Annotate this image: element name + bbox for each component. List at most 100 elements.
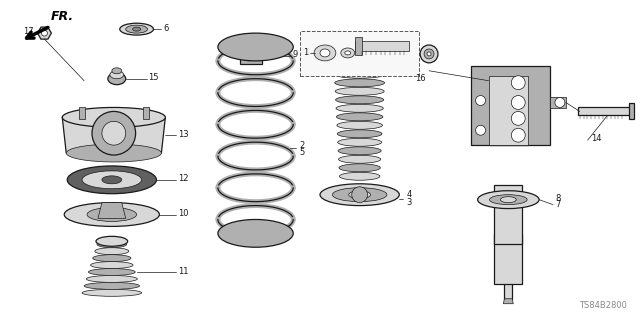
Ellipse shape — [336, 104, 383, 112]
Ellipse shape — [112, 68, 122, 74]
Ellipse shape — [62, 108, 165, 127]
Ellipse shape — [490, 195, 527, 204]
Ellipse shape — [337, 113, 383, 121]
Circle shape — [252, 53, 257, 59]
Text: 6: 6 — [163, 24, 169, 33]
Bar — [355, 41, 409, 51]
Polygon shape — [629, 103, 634, 119]
Ellipse shape — [345, 51, 351, 55]
Text: 3: 3 — [406, 198, 412, 207]
Ellipse shape — [91, 262, 133, 269]
Circle shape — [476, 125, 486, 135]
Polygon shape — [240, 48, 262, 64]
Ellipse shape — [349, 191, 371, 199]
Circle shape — [92, 111, 136, 155]
Ellipse shape — [334, 62, 385, 70]
Ellipse shape — [500, 197, 516, 203]
Ellipse shape — [337, 130, 382, 138]
Text: 1: 1 — [303, 48, 308, 57]
Circle shape — [555, 98, 565, 108]
Bar — [488, 110, 528, 145]
Text: 9: 9 — [292, 50, 298, 59]
Ellipse shape — [337, 121, 383, 129]
Text: 2: 2 — [299, 141, 305, 150]
Circle shape — [42, 30, 47, 36]
Circle shape — [427, 52, 431, 56]
Text: FR.: FR. — [51, 10, 74, 23]
Text: TS84B2800: TS84B2800 — [579, 301, 627, 310]
Text: 13: 13 — [179, 130, 189, 139]
Ellipse shape — [338, 138, 381, 146]
Polygon shape — [355, 37, 362, 55]
Ellipse shape — [95, 248, 129, 255]
Circle shape — [511, 111, 525, 125]
Text: 16: 16 — [415, 74, 426, 83]
Text: 4: 4 — [406, 190, 412, 199]
Ellipse shape — [320, 184, 399, 205]
Bar — [504, 234, 512, 299]
Circle shape — [244, 51, 253, 61]
Bar — [300, 31, 419, 76]
Text: 8: 8 — [555, 194, 560, 203]
Circle shape — [420, 45, 438, 63]
Text: 12: 12 — [179, 174, 189, 183]
Polygon shape — [470, 66, 550, 145]
Ellipse shape — [320, 49, 330, 57]
Ellipse shape — [341, 48, 355, 58]
Circle shape — [511, 96, 525, 109]
Ellipse shape — [334, 70, 385, 78]
Text: 5: 5 — [299, 148, 305, 157]
Ellipse shape — [218, 219, 293, 247]
Polygon shape — [62, 117, 165, 153]
Polygon shape — [488, 76, 528, 145]
Circle shape — [424, 49, 434, 59]
Bar — [495, 185, 522, 244]
Ellipse shape — [108, 73, 125, 85]
Ellipse shape — [339, 155, 381, 163]
Ellipse shape — [332, 188, 387, 202]
Text: 10: 10 — [179, 209, 189, 218]
Circle shape — [511, 76, 525, 90]
Ellipse shape — [477, 191, 539, 209]
Bar — [79, 108, 85, 119]
Ellipse shape — [338, 147, 381, 155]
Bar — [578, 108, 632, 115]
Ellipse shape — [87, 208, 136, 221]
Ellipse shape — [120, 23, 154, 35]
Ellipse shape — [339, 172, 380, 180]
Circle shape — [511, 128, 525, 142]
Ellipse shape — [86, 276, 138, 282]
Ellipse shape — [66, 144, 161, 162]
Ellipse shape — [132, 27, 141, 31]
Ellipse shape — [102, 211, 122, 218]
Text: 17: 17 — [22, 26, 33, 36]
Ellipse shape — [96, 236, 128, 246]
Circle shape — [352, 187, 367, 203]
Ellipse shape — [84, 282, 140, 289]
Ellipse shape — [125, 25, 147, 33]
Ellipse shape — [93, 255, 131, 262]
Text: 14: 14 — [591, 134, 601, 143]
Polygon shape — [550, 97, 566, 108]
Text: 7: 7 — [555, 200, 560, 209]
Polygon shape — [98, 203, 125, 219]
Ellipse shape — [88, 269, 135, 276]
Text: 11: 11 — [179, 266, 189, 276]
Ellipse shape — [335, 87, 384, 95]
Ellipse shape — [97, 241, 127, 248]
Polygon shape — [504, 299, 513, 304]
Ellipse shape — [339, 164, 380, 172]
Circle shape — [476, 96, 486, 106]
Ellipse shape — [335, 96, 384, 104]
Ellipse shape — [335, 79, 385, 87]
Ellipse shape — [67, 166, 156, 194]
Ellipse shape — [110, 71, 124, 79]
Ellipse shape — [82, 289, 141, 296]
Bar — [495, 234, 522, 284]
Polygon shape — [488, 110, 528, 125]
Ellipse shape — [218, 33, 293, 61]
Ellipse shape — [314, 45, 336, 61]
Ellipse shape — [64, 203, 159, 226]
Ellipse shape — [340, 58, 380, 68]
Polygon shape — [38, 27, 51, 39]
